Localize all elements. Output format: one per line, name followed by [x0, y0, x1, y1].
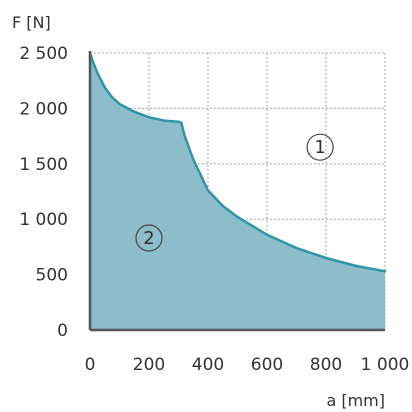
region-label-2: 2	[135, 224, 163, 252]
region-label-number: 2	[143, 228, 154, 249]
region-label-number: 1	[314, 137, 325, 158]
y-tick-label: 1 000	[19, 210, 68, 230]
x-axis-title: a [mm]	[326, 391, 385, 410]
y-tick-label: 2 000	[19, 99, 68, 119]
region-labels: 12	[135, 133, 334, 252]
area-fill	[90, 53, 385, 330]
x-tick-label: 400	[192, 355, 224, 375]
region-label-1: 1	[306, 133, 334, 161]
x-tick-label: 1 000	[361, 355, 410, 375]
labels: F [N] a [mm] 0 200 400 600 800 1 000 0 500 1 000…	[12, 13, 409, 410]
x-tick-label: 200	[133, 355, 165, 375]
region-label-circle	[306, 133, 334, 161]
x-tick-label: 0	[85, 355, 96, 375]
axes	[88, 51, 385, 332]
y-tick-label: 2 500	[19, 44, 68, 64]
y-tick-label: 1 500	[19, 155, 68, 175]
y-axis-title: F [N]	[12, 13, 51, 32]
data-layer	[88, 51, 387, 330]
x-tick-label: 800	[310, 355, 342, 375]
y-tick-label: 0	[57, 321, 68, 341]
series-line	[88, 51, 387, 273]
region-label-circle	[135, 224, 163, 252]
y-tick-label: 500	[36, 266, 68, 286]
x-tick-label: 600	[251, 355, 283, 375]
